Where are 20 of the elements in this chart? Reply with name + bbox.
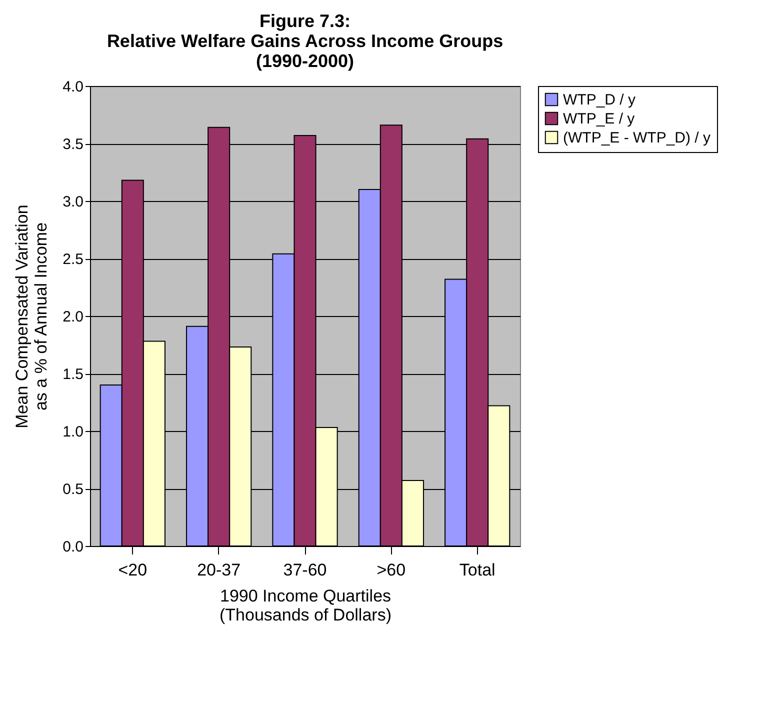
y-tick-label: 2.0: [62, 308, 84, 326]
x-tick-label: >60: [376, 560, 406, 580]
y-tick-label: 4.0: [62, 78, 84, 96]
x-tick-label: <20: [118, 560, 148, 580]
x-tick-label: 37-60: [283, 560, 327, 580]
y-tick-label: 1.5: [62, 366, 84, 383]
y-axis-title: Mean Compensated Variation as a % of Annual Income: [12, 204, 51, 428]
x-axis-title: 1990 Income Quartiles (Thousands of Dollars): [220, 586, 392, 624]
y-tick-label: 1.0: [62, 424, 84, 440]
y-tick-label: 0.0: [62, 538, 84, 556]
y-tick-label: 2.5: [62, 251, 84, 268]
y-tick-label: 0.5: [62, 481, 84, 498]
y-tick-label: 3.0: [62, 194, 84, 210]
legend-label: WTP_D / y: [563, 92, 636, 108]
legend-label: WTP_E / y: [563, 110, 636, 128]
chart-title: Figure 7.3: Relative Welfare Gains Across Income Groups (1990-2000): [106, 11, 504, 71]
x-tick-label: Total: [459, 560, 496, 580]
legend-label: (WTP_E - WTP_D) / y: [563, 130, 711, 146]
x-tick-label: 20-37: [197, 560, 241, 580]
y-tick-label: 3.5: [62, 136, 84, 153]
